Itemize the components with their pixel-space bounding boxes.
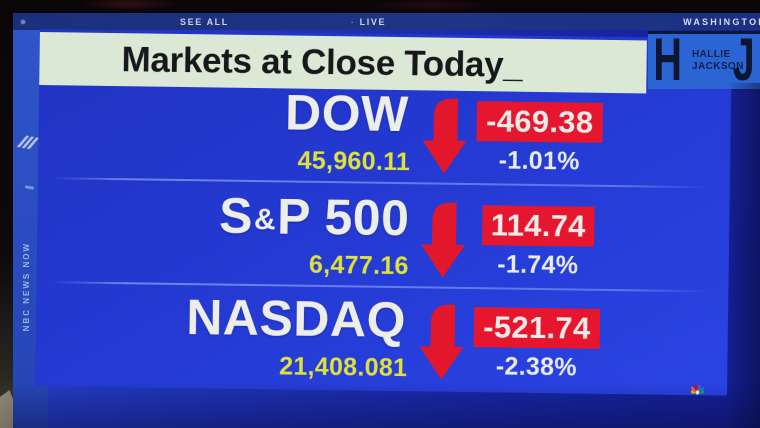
strip-dash-icon	[24, 185, 35, 190]
index-change-block: -521.74 -2.38%	[463, 295, 610, 383]
market-row-sp500: S&P 500 6,477.16 114.74 -1.74%	[36, 187, 729, 301]
location-label: WASHINGTON	[683, 17, 760, 27]
index-close-value: 6,477.16	[308, 250, 409, 281]
market-row-dow: DOW 45,960.11 -469.38 -1.01%	[38, 83, 731, 197]
index-change-block: -469.38 -1.01%	[466, 89, 613, 177]
show-initial-j: J	[732, 31, 755, 89]
nav-bullet-icon	[21, 20, 25, 24]
host-name: HALLIE JACKSON	[692, 49, 744, 73]
down-arrow-icon	[419, 300, 464, 383]
top-nav-bar: SEE ALL · LIVE WASHINGTON	[13, 13, 760, 30]
index-close-value: 21,408.081	[278, 352, 408, 383]
show-initial-h: H	[653, 31, 682, 89]
change-value-badge: 114.74	[481, 205, 596, 247]
markets-panel: Markets at Close Today_ DOW 45,960.11 -4…	[35, 29, 732, 396]
index-name: DOW	[284, 84, 410, 143]
nbc-news-now-logo-icon	[16, 135, 40, 155]
down-arrow-icon	[421, 198, 466, 281]
see-all-label: SEE ALL	[180, 17, 229, 27]
show-bug: H HALLIE JACKSON J	[648, 31, 760, 89]
index-name-block: S&P 500 6,477.16	[37, 187, 410, 281]
change-value-badge: -469.38	[476, 101, 603, 143]
screen-right-shading	[726, 83, 760, 428]
channel-name-vertical: NBC NEWS NOW	[22, 242, 31, 332]
index-change-block: 114.74 -1.74%	[465, 193, 612, 281]
market-row-nasdaq: NASDAQ 21,408.081 -521.74 -2.38%	[35, 289, 728, 403]
index-name: S&P 500	[218, 187, 410, 247]
nbc-peacock-icon	[688, 382, 707, 395]
down-arrow-icon	[422, 94, 467, 177]
index-close-value: 45,960.11	[297, 146, 411, 177]
change-percent: -1.01%	[498, 146, 580, 176]
live-dot-icon: ·	[351, 17, 354, 27]
tv-screen: SEE ALL · LIVE WASHINGTON NBC NEWS NOW M…	[13, 13, 760, 428]
index-name: NASDAQ	[185, 289, 407, 349]
live-label: LIVE	[359, 17, 387, 27]
change-percent: -2.38%	[495, 352, 578, 382]
host-first-name: HALLIE	[692, 49, 731, 60]
panel-title: Markets at Close Today_	[121, 40, 523, 85]
change-percent: -1.74%	[497, 250, 579, 280]
live-indicator: · LIVE	[351, 17, 386, 27]
change-value-badge: -521.74	[473, 307, 600, 349]
index-name-block: NASDAQ 21,408.081	[35, 289, 408, 383]
host-last-name: JACKSON	[692, 61, 744, 72]
index-name-block: DOW 45,960.11	[38, 83, 411, 177]
